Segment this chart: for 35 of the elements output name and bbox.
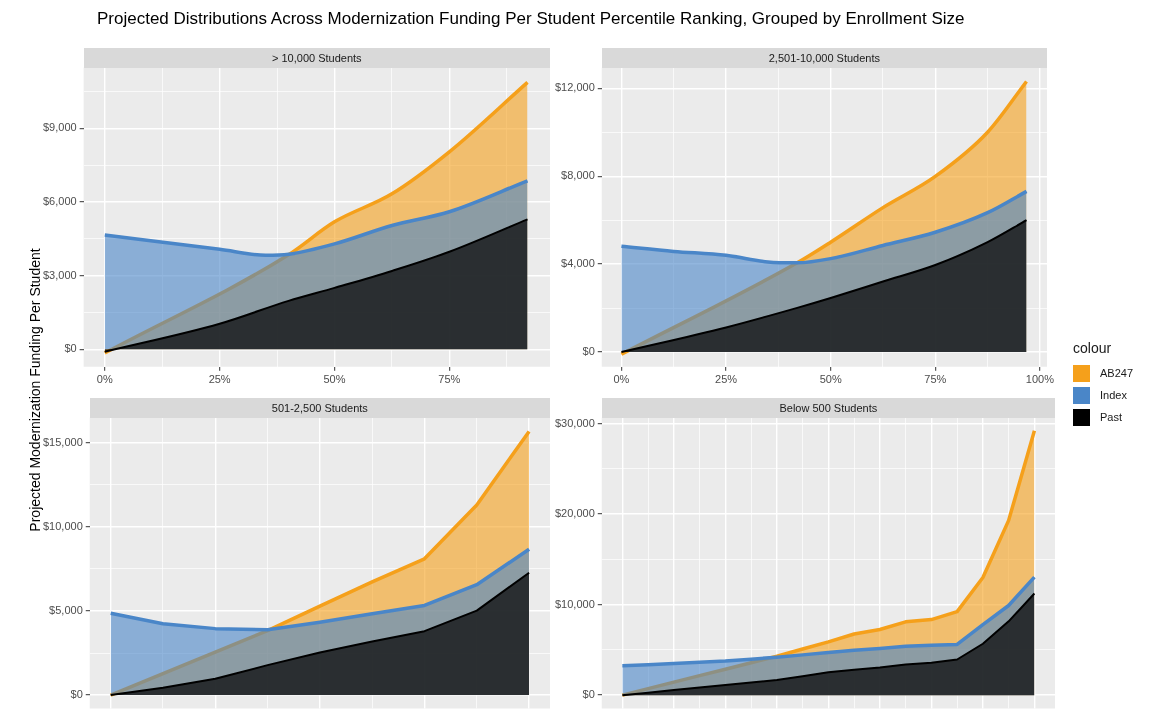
x-tick-label: 0% [96,373,113,386]
chart-subtitle: 2,501-10,000 Students [601,47,1047,68]
chart-subtitle: 501-2,500 Students [89,397,550,418]
y-tick-label: $0 [64,342,77,355]
y-tick-label: $0 [582,688,595,701]
x-tick-label: 75% [924,373,947,386]
y-tick-label: $0 [70,688,83,701]
x-tick-label: 25% [208,373,231,386]
y-tick-label: $20,000 [555,507,595,520]
y-tick-label: $8,000 [561,169,595,182]
x-tick-label: 25% [715,373,738,386]
y-tick-label: $0 [582,345,595,358]
y-tick-label: $10,000 [555,597,595,610]
x-tick-label: 50% [819,373,842,386]
y-tick-label: $3,000 [42,268,77,281]
chart-subtitle: > 10,000 Students [83,47,550,68]
y-tick-label: $6,000 [42,194,77,207]
y-tick-label: $9,000 [42,121,77,134]
x-tick-label: 50% [323,373,346,386]
y-tick-label: $30,000 [555,416,595,429]
y-tick-label: $10,000 [43,519,83,532]
y-tick-label: $4,000 [561,257,595,270]
x-tick-label: 0% [613,373,630,386]
x-tick-label: 75% [438,373,461,386]
legend-label: Past [1100,411,1123,423]
y-axis-title: Projected Modernization Funding Per Student [27,248,43,532]
legend-label: Index [1100,389,1127,401]
y-tick-label: $15,000 [43,435,83,448]
legend-title: colour [1073,340,1113,356]
legend-label: AB247 [1100,367,1134,379]
y-tick-label: $12,000 [555,81,595,94]
chart-subtitle: Below 500 Students [601,397,1055,418]
x-tick-label: 100% [1025,373,1055,386]
y-tick-label: $5,000 [49,603,83,616]
chart-title: Projected Distributions Across Modernization Funding Per Student Percentile Ranking, Grouped by Enrollment Size [97,9,965,29]
